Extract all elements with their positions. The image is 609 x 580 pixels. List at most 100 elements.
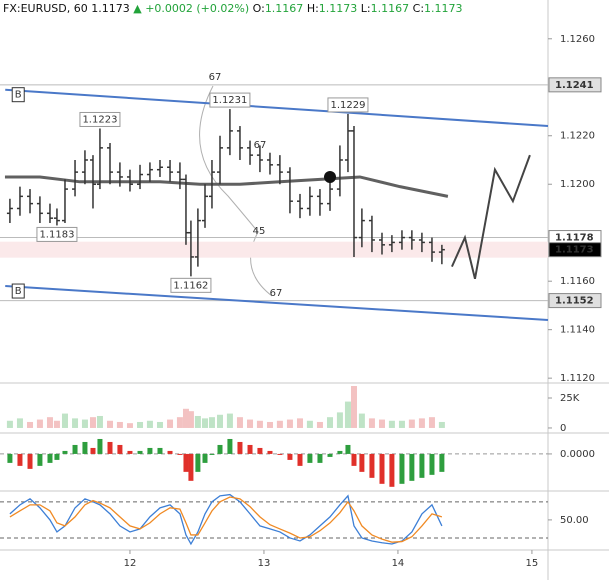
macd-bar bbox=[82, 441, 88, 454]
macd-bar bbox=[183, 453, 189, 472]
channel-label-box bbox=[11, 87, 25, 103]
price-tag-bg bbox=[548, 77, 602, 93]
macd-bar bbox=[337, 450, 343, 454]
macd-bar bbox=[369, 453, 375, 478]
macd-bar bbox=[147, 447, 153, 454]
volume-bar bbox=[388, 420, 395, 428]
volume-bar bbox=[36, 419, 43, 428]
macd-bar bbox=[127, 450, 133, 454]
macd-bar bbox=[62, 450, 68, 454]
volume-bar bbox=[6, 420, 13, 428]
volume-bar bbox=[107, 420, 114, 428]
macd-bar bbox=[90, 447, 96, 454]
volume-bar bbox=[306, 420, 313, 428]
volume-bar bbox=[89, 417, 96, 428]
moving-average bbox=[4, 175, 449, 198]
channel-label: B bbox=[15, 286, 22, 297]
projection-line bbox=[451, 154, 531, 280]
macd-bar bbox=[267, 450, 273, 454]
macd-bar bbox=[157, 447, 163, 454]
volume-bar bbox=[378, 419, 385, 428]
price-label: 1.1223 bbox=[82, 114, 117, 125]
macd-bar bbox=[429, 453, 435, 475]
macd-bar bbox=[297, 453, 303, 466]
channel-line bbox=[5, 285, 549, 321]
volume-bar bbox=[182, 408, 189, 428]
arc-label: 67 bbox=[209, 72, 222, 83]
y-tick-label: 1.1260 bbox=[560, 34, 595, 45]
price-band bbox=[0, 241, 548, 258]
volume-bar bbox=[217, 414, 224, 428]
macd-bar bbox=[317, 453, 323, 463]
price-label-box bbox=[79, 111, 121, 127]
x-tick-label: 13 bbox=[258, 558, 271, 569]
y-tick-label: 1.1140 bbox=[560, 325, 595, 336]
macd-bar bbox=[351, 453, 357, 466]
volume-bar bbox=[53, 420, 60, 428]
volume-bar bbox=[194, 415, 201, 428]
price-tag: 1.1152 bbox=[555, 296, 594, 307]
volume-bar bbox=[350, 385, 357, 428]
volume-bar bbox=[336, 412, 343, 428]
channel-label: B bbox=[15, 90, 22, 101]
volume-bar bbox=[236, 417, 243, 428]
macd-bar bbox=[217, 444, 223, 454]
macd-bar bbox=[399, 453, 405, 484]
macd-bar bbox=[37, 453, 43, 466]
macd-bar bbox=[439, 453, 445, 472]
volume-bar bbox=[344, 401, 351, 428]
volume-bar bbox=[368, 418, 375, 428]
macd-bar bbox=[287, 453, 293, 460]
price-tag-bg bbox=[548, 293, 602, 309]
label: O: bbox=[252, 2, 265, 15]
macd-bar bbox=[54, 453, 60, 460]
volume-bar bbox=[167, 419, 174, 428]
price-label-box bbox=[327, 97, 369, 113]
low: 1.1167 bbox=[370, 2, 410, 15]
macd-bar bbox=[345, 444, 351, 454]
price-tag: 1.1173 bbox=[555, 245, 594, 256]
price-tag-bg bbox=[548, 242, 602, 258]
channel-label-box bbox=[11, 283, 25, 299]
volume-bar bbox=[256, 420, 263, 428]
y-tick-label: 1.1160 bbox=[560, 276, 595, 287]
macd-bar bbox=[307, 453, 313, 463]
arrow: ▲ bbox=[133, 2, 142, 15]
volume-bar bbox=[81, 419, 88, 428]
macd-bar bbox=[409, 453, 415, 481]
label: H: bbox=[306, 2, 319, 15]
macd-bar bbox=[257, 447, 263, 454]
volume-bar bbox=[96, 415, 103, 428]
volume-bar bbox=[276, 420, 283, 428]
macd-bar bbox=[27, 453, 33, 469]
volume-bar bbox=[126, 423, 133, 428]
volume-bar bbox=[187, 411, 194, 428]
stoch-line bbox=[9, 496, 443, 543]
volume-bar bbox=[327, 417, 334, 428]
macd-bar bbox=[137, 450, 143, 454]
x-tick-label: 12 bbox=[124, 558, 137, 569]
price-tag: 1.1241 bbox=[555, 80, 594, 91]
macd-bar bbox=[327, 453, 333, 457]
price-label: 1.1183 bbox=[39, 229, 74, 240]
label: C: bbox=[412, 2, 425, 15]
fib-arcs bbox=[199, 85, 273, 297]
volume-bar bbox=[398, 420, 405, 428]
volume-bar bbox=[438, 421, 445, 428]
macd-bar bbox=[167, 450, 173, 454]
macd-bar bbox=[359, 453, 365, 472]
high: 1.1173 bbox=[318, 2, 358, 15]
volume-bar bbox=[286, 419, 293, 428]
volume-bar bbox=[156, 421, 163, 428]
y-tick-label: 25K bbox=[560, 393, 580, 404]
macd-bar bbox=[389, 453, 395, 487]
price-label: 1.1162 bbox=[173, 280, 208, 291]
macd-bar bbox=[177, 453, 183, 455]
y-tick-label: 50.00 bbox=[560, 515, 589, 526]
label: L: bbox=[360, 2, 371, 15]
x-tick-label: 14 bbox=[392, 558, 405, 569]
macd-bar bbox=[202, 453, 208, 463]
price-tag: 1.1178 bbox=[555, 233, 594, 244]
